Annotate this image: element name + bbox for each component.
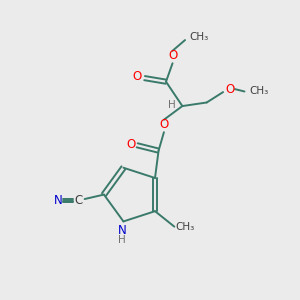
Text: N: N — [54, 194, 62, 207]
Text: CH₃: CH₃ — [190, 32, 209, 41]
Text: CH₃: CH₃ — [250, 86, 269, 97]
Text: O: O — [133, 70, 142, 83]
Text: H: H — [118, 235, 126, 245]
Text: O: O — [126, 138, 135, 151]
Text: O: O — [226, 83, 235, 96]
Text: N: N — [118, 224, 126, 237]
Text: C: C — [74, 194, 82, 207]
Text: CH₃: CH₃ — [176, 222, 195, 232]
Text: H: H — [168, 100, 176, 110]
Text: O: O — [159, 118, 169, 131]
Text: O: O — [169, 49, 178, 62]
